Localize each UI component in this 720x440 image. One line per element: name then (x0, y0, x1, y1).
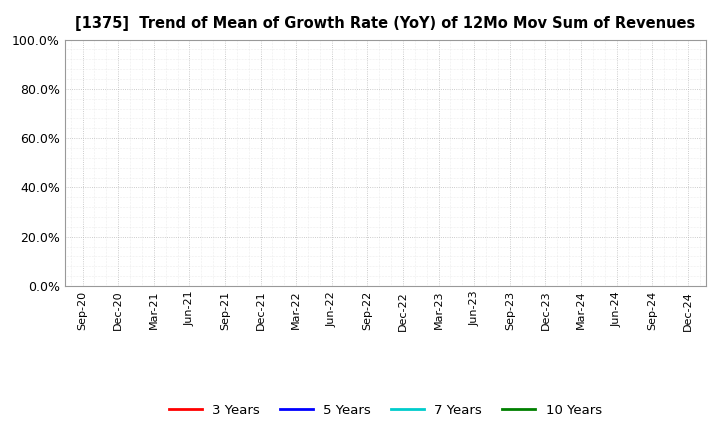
Legend: 3 Years, 5 Years, 7 Years, 10 Years: 3 Years, 5 Years, 7 Years, 10 Years (163, 399, 607, 422)
Title: [1375]  Trend of Mean of Growth Rate (YoY) of 12Mo Mov Sum of Revenues: [1375] Trend of Mean of Growth Rate (YoY… (75, 16, 696, 32)
